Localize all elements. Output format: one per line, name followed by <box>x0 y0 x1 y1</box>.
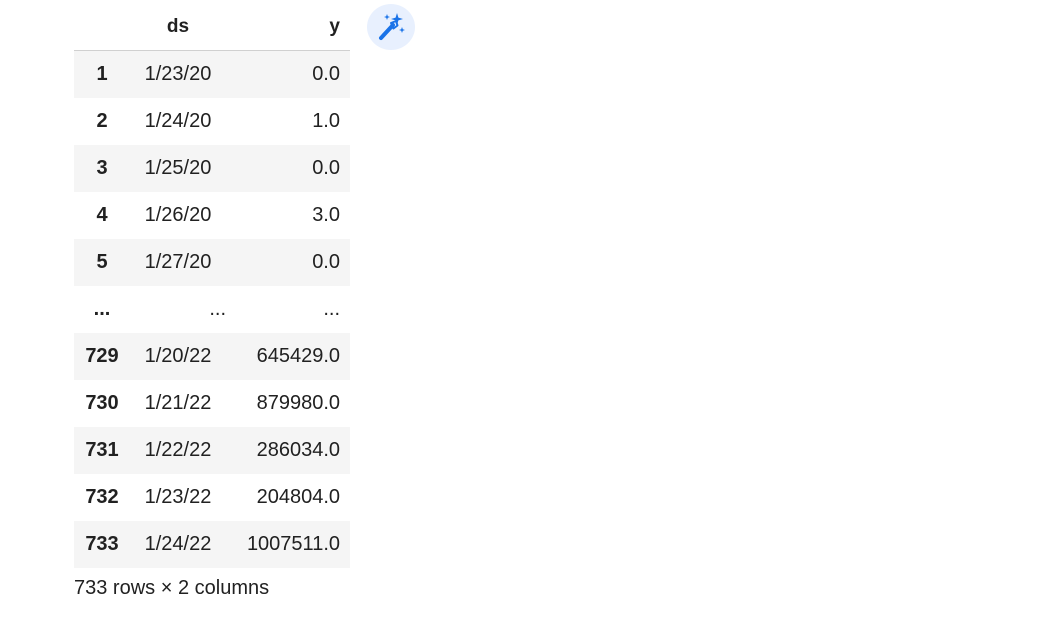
cell-y: 0.0 <box>312 63 340 85</box>
column-header-ds: ds <box>126 4 230 51</box>
suggest-charts-button[interactable] <box>367 4 415 50</box>
row-index: 732 <box>85 486 119 508</box>
cell-y: 286034.0 <box>256 439 340 461</box>
cell-y: 3.0 <box>312 204 340 226</box>
table-row: 733 1/24/22 1007511.0 <box>74 521 350 568</box>
cell-ds: 1/23/22 <box>144 486 212 508</box>
cell-ds: 1/26/20 <box>144 204 212 226</box>
dataframe-shape-text: 733 rows × 2 columns <box>74 577 270 599</box>
row-index: 1 <box>96 63 108 85</box>
header-row: ds y <box>74 4 350 51</box>
row-index: 3 <box>96 157 108 179</box>
cell-y: 0.0 <box>312 251 340 273</box>
table-row: 5 1/27/20 0.0 <box>74 239 350 286</box>
cell-ds: 1/25/20 <box>144 157 212 179</box>
cell-y: 645429.0 <box>256 345 340 367</box>
table-row: 730 1/21/22 879980.0 <box>74 380 350 427</box>
cell-ds: 1/23/20 <box>144 63 212 85</box>
cell-ds: ... <box>209 298 226 320</box>
cell-y: 0.0 <box>312 157 340 179</box>
row-index: 4 <box>96 204 108 226</box>
row-index: 729 <box>85 345 119 367</box>
table-row: 731 1/22/22 286034.0 <box>74 427 350 474</box>
row-index: 730 <box>85 392 119 414</box>
row-index: 731 <box>85 439 119 461</box>
dataframe-table: ds y 1 1/23/20 0.0 2 1/24/20 1.0 3 1/25/… <box>74 4 350 568</box>
table-body: 1 1/23/20 0.0 2 1/24/20 1.0 3 1/25/20 0.… <box>74 50 350 568</box>
cell-y: 204804.0 <box>256 486 340 508</box>
table-row: 3 1/25/20 0.0 <box>74 145 350 192</box>
cell-ds: 1/22/22 <box>144 439 212 461</box>
index-header <box>74 4 126 51</box>
cell-y: 879980.0 <box>256 392 340 414</box>
cell-ds: 1/24/20 <box>144 110 212 132</box>
table-row: 1 1/23/20 0.0 <box>74 50 350 98</box>
table-row: 732 1/23/22 204804.0 <box>74 474 350 521</box>
cell-ds: 1/24/22 <box>144 533 212 555</box>
row-index: 5 <box>96 251 108 273</box>
table-row: 4 1/26/20 3.0 <box>74 192 350 239</box>
ellipsis-row: ... ... ... <box>74 286 350 333</box>
magic-wand-sparkle-icon <box>374 10 408 44</box>
cell-ds: 1/20/22 <box>144 345 212 367</box>
row-index: 2 <box>96 110 108 132</box>
cell-ds: 1/21/22 <box>144 392 212 414</box>
cell-y: ... <box>323 298 340 320</box>
cell-y: 1007511.0 <box>246 533 340 555</box>
column-header-y: y <box>230 4 350 51</box>
table-row: 729 1/20/22 645429.0 <box>74 333 350 380</box>
cell-y: 1.0 <box>312 110 340 132</box>
table-row: 2 1/24/20 1.0 <box>74 98 350 145</box>
row-index: 733 <box>85 533 119 555</box>
row-index: ... <box>93 298 111 320</box>
table-header: ds y <box>74 4 350 51</box>
cell-ds: 1/27/20 <box>144 251 212 273</box>
